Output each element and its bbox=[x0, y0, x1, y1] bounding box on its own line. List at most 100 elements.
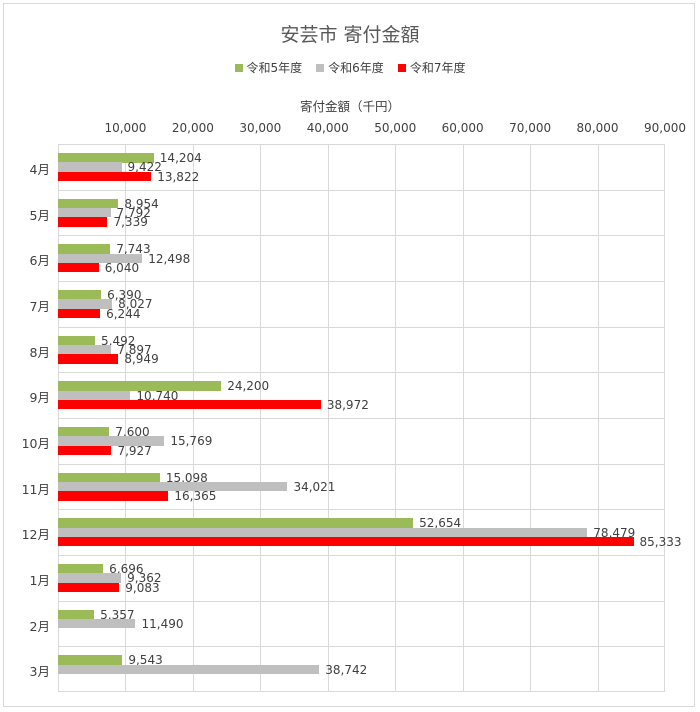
data-label: 15,769 bbox=[170, 434, 213, 449]
bar bbox=[58, 253, 143, 264]
data-label: 78,479 bbox=[593, 525, 636, 540]
bar bbox=[58, 335, 96, 346]
bar bbox=[58, 344, 112, 355]
data-label: 7,600 bbox=[115, 425, 150, 439]
gridline-horizontal bbox=[59, 189, 664, 191]
bar bbox=[58, 536, 634, 547]
category-label: 11月 bbox=[21, 481, 50, 497]
bar bbox=[58, 198, 119, 209]
data-label: 52,654 bbox=[419, 516, 462, 531]
bar bbox=[58, 390, 131, 401]
x-tick-label: 10,000 bbox=[104, 121, 147, 135]
legend-item: 令和6年度 bbox=[316, 59, 384, 76]
bar bbox=[58, 481, 288, 492]
data-label: 38,972 bbox=[326, 397, 369, 412]
bar bbox=[58, 618, 136, 629]
chart-title: 安芸市 寄付金額 bbox=[280, 24, 420, 46]
bar bbox=[58, 609, 95, 620]
data-label: 12,498 bbox=[148, 251, 191, 266]
category-label: 4月 bbox=[29, 161, 50, 177]
data-label: 85,333 bbox=[639, 534, 682, 549]
data-label: 16,365 bbox=[174, 489, 217, 504]
category-label: 5月 bbox=[29, 207, 50, 223]
data-label: 9,362 bbox=[127, 571, 162, 586]
x-tick-label: 80,000 bbox=[576, 121, 619, 135]
bar bbox=[58, 399, 321, 410]
data-label: 14,204 bbox=[159, 151, 202, 165]
category-label: 6月 bbox=[29, 253, 50, 269]
gridline-horizontal bbox=[59, 555, 664, 556]
chart-legend: 令和5年度 令和6年度 令和7年度 bbox=[0, 59, 700, 76]
bar bbox=[58, 564, 104, 574]
bar bbox=[58, 582, 120, 593]
data-label: 8,954 bbox=[124, 196, 159, 211]
x-tick-label: 60,000 bbox=[441, 121, 484, 135]
category-label: 7月 bbox=[29, 298, 50, 314]
data-label: 8,027 bbox=[118, 297, 153, 312]
data-label: 24,200 bbox=[227, 379, 270, 394]
bar bbox=[58, 162, 122, 172]
data-label: 10,740 bbox=[136, 388, 179, 403]
bar bbox=[58, 354, 119, 364]
category-label: 9月 bbox=[29, 390, 50, 406]
x-tick-label: 20,000 bbox=[171, 121, 214, 135]
data-label: 6,390 bbox=[107, 288, 142, 302]
bar bbox=[58, 527, 588, 538]
bar bbox=[58, 664, 320, 675]
data-label: 13,822 bbox=[157, 169, 200, 184]
gridline-horizontal bbox=[59, 463, 664, 465]
bar bbox=[58, 436, 165, 446]
bar bbox=[58, 171, 152, 182]
x-tick-label: 50,000 bbox=[374, 121, 417, 135]
data-label: 7,897 bbox=[117, 342, 152, 357]
legend-swatch-icon bbox=[234, 63, 243, 72]
bar bbox=[58, 244, 111, 254]
data-label: 34,021 bbox=[293, 479, 336, 494]
category-label: 10月 bbox=[21, 435, 50, 451]
legend-swatch-icon bbox=[397, 63, 406, 72]
legend-swatch-icon bbox=[316, 63, 325, 72]
data-label: 6,040 bbox=[104, 260, 140, 275]
x-tick-label: 90,000 bbox=[644, 121, 686, 135]
data-label: 7,927 bbox=[117, 443, 152, 458]
gridline-horizontal bbox=[59, 235, 664, 237]
bar bbox=[58, 217, 108, 227]
bar bbox=[58, 153, 154, 163]
gridline-horizontal bbox=[59, 326, 664, 328]
data-label: 5,357 bbox=[100, 607, 135, 622]
data-label: 9,543 bbox=[128, 653, 163, 668]
category-label: 12月 bbox=[21, 527, 50, 543]
chart-frame bbox=[3, 3, 695, 707]
data-label: 9,083 bbox=[125, 580, 160, 595]
data-label: 8,949 bbox=[124, 352, 159, 367]
bar bbox=[58, 472, 160, 483]
data-label: 6,696 bbox=[109, 562, 144, 576]
data-label: 5,492 bbox=[101, 333, 136, 348]
bar bbox=[58, 655, 123, 665]
category-label: 1月 bbox=[29, 572, 50, 588]
gridline-horizontal bbox=[59, 372, 664, 374]
plot-area bbox=[58, 144, 665, 692]
legend-label: 令和6年度 bbox=[328, 61, 384, 75]
category-label: 8月 bbox=[29, 344, 50, 360]
gridline-horizontal bbox=[59, 646, 664, 648]
bar bbox=[58, 299, 113, 309]
legend-label: 令和7年度 bbox=[409, 61, 466, 75]
bar bbox=[58, 445, 112, 456]
data-label: 6,244 bbox=[106, 306, 141, 321]
data-label: 9,422 bbox=[127, 160, 162, 175]
gridline-horizontal bbox=[59, 281, 664, 282]
bar bbox=[58, 573, 122, 583]
data-label: 7,743 bbox=[116, 242, 151, 257]
data-label: 7,339 bbox=[113, 215, 148, 230]
data-label: 15,098 bbox=[165, 470, 208, 485]
data-label: 38,742 bbox=[325, 662, 368, 677]
gridline-horizontal bbox=[59, 600, 664, 602]
category-label: 3月 bbox=[29, 664, 50, 680]
legend-item: 令和5年度 bbox=[234, 59, 302, 76]
x-tick-label: 40,000 bbox=[306, 121, 349, 135]
bar bbox=[58, 381, 222, 391]
bar bbox=[58, 427, 110, 437]
data-label: 7,792 bbox=[116, 205, 151, 220]
x-tick-label: 30,000 bbox=[239, 121, 282, 135]
